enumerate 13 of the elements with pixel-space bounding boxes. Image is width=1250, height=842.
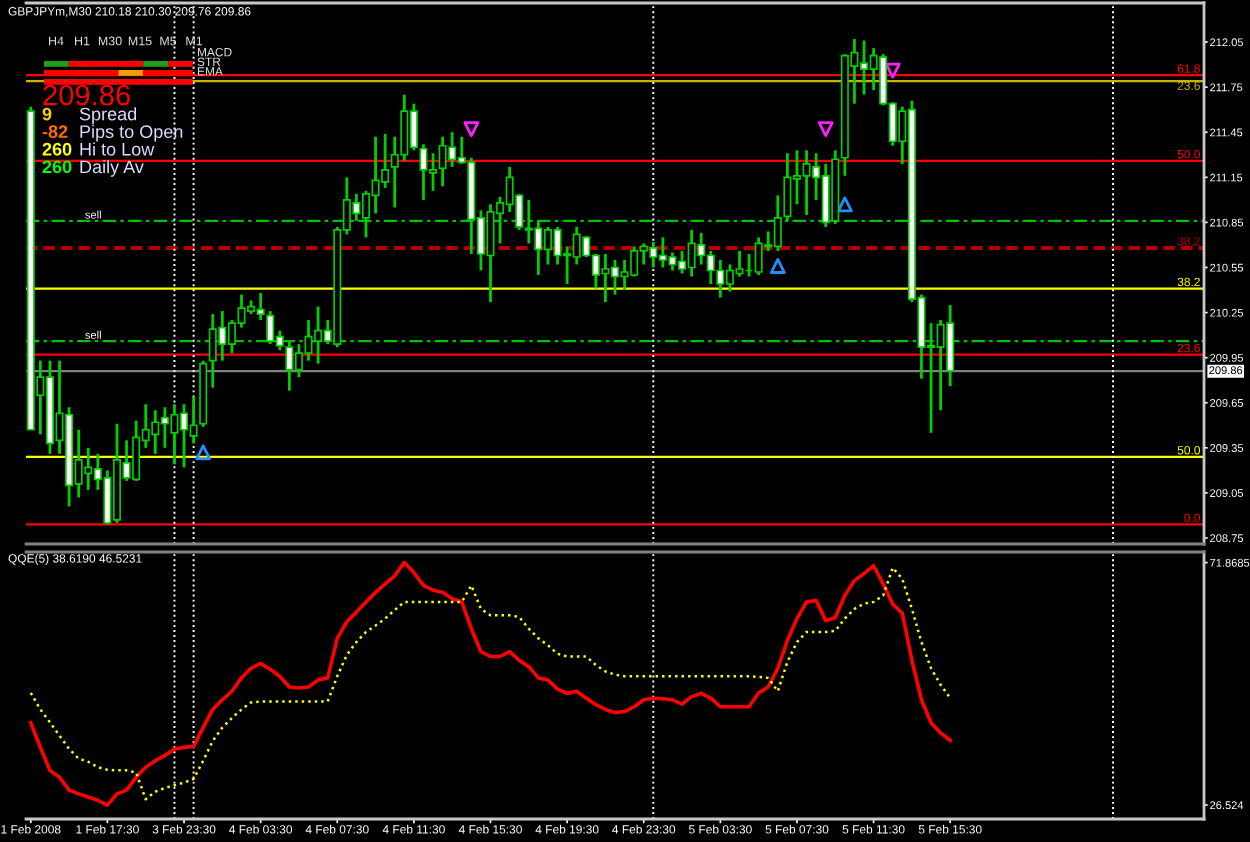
annotation: Pips to Open	[80, 124, 183, 142]
annotation: Spread	[79, 107, 137, 125]
annotation: 260	[42, 142, 72, 156]
annotation: -82	[42, 125, 68, 139]
point	[769, 258, 786, 274]
point	[195, 444, 212, 461]
annotation: 260	[42, 160, 72, 174]
point	[463, 121, 480, 138]
annotation: 209.86	[43, 84, 130, 106]
annotation: Hi to Low	[80, 142, 155, 156]
annotation: Daily Av	[80, 159, 144, 177]
point	[817, 121, 834, 138]
annotation: 9	[42, 107, 52, 121]
